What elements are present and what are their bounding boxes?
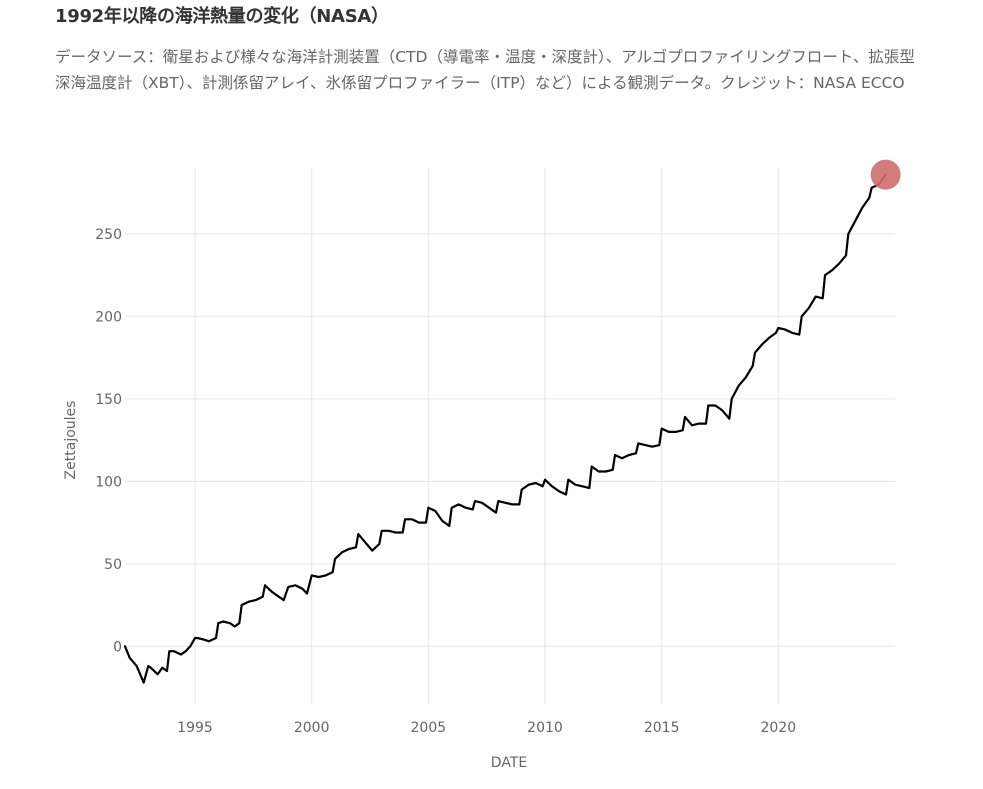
y-tick-label: 200 [95,309,122,325]
x-tick-label: 2005 [411,720,447,736]
y-tick-label: 250 [95,227,122,243]
y-tick-label: 0 [113,639,122,655]
x-gridlines [194,168,779,704]
y-gridlines [125,233,895,647]
x-tick-labels: 1995 2000 2005 2010 2015 2020 [177,720,796,736]
chart-title: 1992年以降の海洋熱量の変化（NASA） [55,6,389,27]
series-line [123,173,887,684]
y-tick-label: 100 [95,474,122,490]
y-tick-labels: 0 50 100 150 200 250 [95,227,122,655]
y-axis-title: Zettajoules [63,401,79,480]
x-tick-label: 2010 [527,720,563,736]
x-tick-label: 2000 [294,720,330,736]
x-tick-label: 2020 [761,720,797,736]
chart-subtitle: データソース：衛星および様々な海洋計測装置（CTD（導電率・温度・深度計）、アル… [55,48,915,92]
x-tick-label: 1995 [177,720,213,736]
x-axis-title: DATE [491,755,527,771]
latest-value-marker[interactable] [870,159,901,190]
series-group [123,159,901,684]
y-tick-label: 50 [104,557,122,573]
x-tick-label: 2015 [644,720,680,736]
y-tick-label: 150 [95,392,122,408]
